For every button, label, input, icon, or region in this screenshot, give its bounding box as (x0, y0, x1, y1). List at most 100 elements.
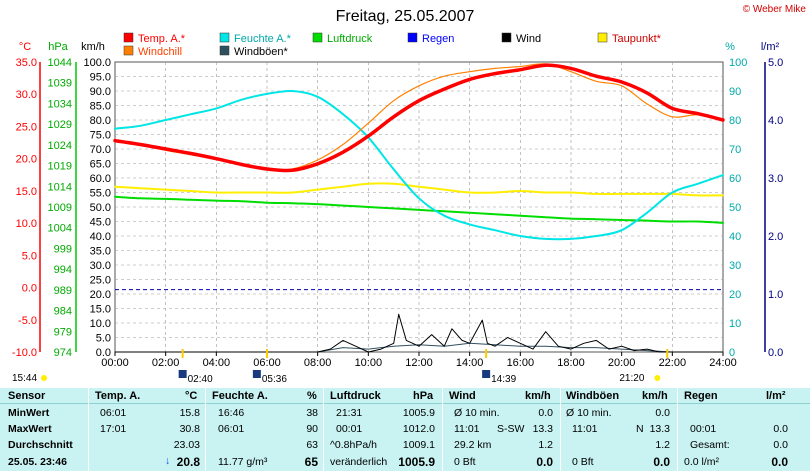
wind-tick-label: 60.0 (90, 173, 111, 185)
wind-tick-label: 80.0 (90, 115, 111, 127)
stats-header-hum-unit: % (307, 390, 317, 402)
pressure-tick-label: 1034 (48, 98, 72, 110)
stats-header-hum: Feuchte A. (212, 390, 268, 402)
temp-min-value: 15.8 (179, 407, 200, 419)
temp-tick-label: 10.0 (16, 218, 37, 230)
pressure-tick-label: 1029 (48, 119, 72, 131)
stats-table: Sensor MinWert MaxWert Durchschnitt 25.0… (0, 388, 810, 471)
wind-tick-label: 0.0 (96, 347, 111, 359)
wind-tick-label: 5.0 (96, 333, 111, 345)
stats-header-press: Luftdruck (330, 390, 381, 402)
wind-tick-label: 85.0 (90, 101, 111, 113)
x-tick-label: 22:00 (659, 357, 687, 369)
pressure-tick-label: 1014 (48, 181, 72, 193)
wind-current-value: 0.0 (536, 455, 553, 469)
rain-max-time: 00:01 (690, 423, 717, 435)
legend-swatch (219, 45, 230, 56)
humidity-tick-label: 90 (729, 86, 741, 98)
hum-min-time: 16:46 (218, 407, 245, 419)
legend-swatch (407, 32, 418, 43)
wind-tick-label: 70.0 (90, 144, 111, 156)
gust-max-value: 13.3 (649, 423, 670, 435)
time-marker-label: 15:44 (12, 373, 37, 384)
hum-abs-value: 11.77 g/m³ (218, 456, 268, 468)
wind-axis-unit: km/h (81, 41, 105, 53)
x-tick-label: 16:00 (507, 357, 535, 369)
x-tick-label: 06:00 (253, 357, 281, 369)
pressure-tick-label: 1009 (48, 202, 72, 214)
stats-header-rain: Regen (684, 390, 718, 402)
rain-tick-label: 1.0 (768, 289, 783, 301)
temp-avg-value: 23.03 (173, 439, 200, 451)
temp-max-value: 30.8 (179, 423, 200, 435)
x-tick-label: 18:00 (557, 357, 585, 369)
press-current-value: 1005.9 (398, 455, 435, 469)
stats-header-gust: Windböen (566, 390, 620, 402)
stats-header-gust-unit: km/h (642, 390, 668, 402)
wind-tick-label: 45.0 (90, 217, 111, 229)
legend-label: Feuchte A.* (234, 33, 292, 45)
rain-tick-label: 3.0 (768, 173, 783, 185)
series-line-taupunkt- (114, 182, 724, 197)
pressure-tick-label: 974 (54, 347, 72, 359)
stats-header-sensor: Sensor (8, 390, 46, 402)
time-marker-label: 21:20 (619, 373, 644, 384)
wind-tick-label: 35.0 (90, 246, 111, 258)
hum-avg-value: 63 (306, 439, 318, 451)
stats-header-rain-unit: l/m² (766, 390, 786, 402)
pressure-tick-label: 989 (54, 285, 72, 297)
humidity-tick-label: 30 (729, 260, 741, 272)
x-tick-label: 24:00 (709, 357, 737, 369)
humidity-tick-label: 40 (729, 231, 741, 243)
humidity-tick-label: 20 (729, 289, 741, 301)
legend-swatch (123, 32, 134, 43)
wind-tick-label: 50.0 (90, 202, 111, 214)
wind-distance: 29.2 km (454, 439, 492, 451)
series-line-wind (114, 313, 724, 353)
x-tick-label: 14:00 (456, 357, 484, 369)
legend-label: Windböen* (234, 46, 289, 58)
legend-swatch (501, 32, 512, 43)
wind-avg-value: 1.2 (538, 439, 553, 451)
wind-tick-label: 100.0 (83, 57, 111, 69)
humidity-tick-label: 70 (729, 144, 741, 156)
wind-tick-label: 20.0 (90, 289, 111, 301)
stats-header-temp: Temp. A. (95, 390, 141, 402)
x-tick-label: 12:00 (405, 357, 433, 369)
wind-max-time: 11:01 (454, 423, 480, 435)
gust-max-dir: N (636, 423, 644, 435)
wind-tick-label: 30.0 (90, 260, 111, 272)
wind-bft: 0 Bft (454, 456, 476, 468)
temp-trend-arrow: ↓ (165, 455, 171, 467)
press-tendency: veränderlich (330, 456, 388, 468)
time-marker-icon (252, 370, 261, 378)
x-tick-label: 04:00 (203, 357, 231, 369)
humidity-tick-label: 100 (729, 57, 747, 69)
legend-label: Luftdruck (327, 33, 373, 45)
temp-tick-label: 20.0 (16, 154, 37, 166)
rain-axis-unit: l/m² (761, 41, 780, 53)
temp-tick-label: 35.0 (16, 57, 37, 69)
rain-max-value: 0.0 (773, 423, 788, 435)
sun-marker-icon (41, 375, 47, 381)
gust-min-value: 0.0 (655, 407, 670, 419)
temp-min-time: 06:01 (100, 407, 127, 419)
temp-tick-label: 0.0 (22, 283, 37, 295)
gust-avg-value: 1.2 (655, 439, 670, 451)
wind-tick-label: 65.0 (90, 159, 111, 171)
gust-current-value: 0.0 (653, 455, 670, 469)
gust-max-time: 11:01 (572, 423, 598, 435)
legend-label: Taupunkt* (612, 33, 662, 45)
copyright-text: © Weber Mike (743, 4, 807, 15)
wind-min-label: Ø 10 min. (454, 407, 500, 419)
rain-tick-label: 5.0 (768, 57, 783, 69)
legend-label: Regen (422, 33, 454, 45)
wind-tick-label: 55.0 (90, 188, 111, 200)
rain-total-label: Gesamt: (690, 439, 730, 451)
temp-tick-label: -10.0 (12, 347, 37, 359)
wind-tick-label: 15.0 (90, 304, 111, 316)
time-marker-label: 14:39 (491, 374, 516, 385)
stats-header-wind: Wind (449, 390, 476, 402)
humidity-axis-unit: % (725, 41, 735, 53)
x-tick-label: 20:00 (608, 357, 636, 369)
